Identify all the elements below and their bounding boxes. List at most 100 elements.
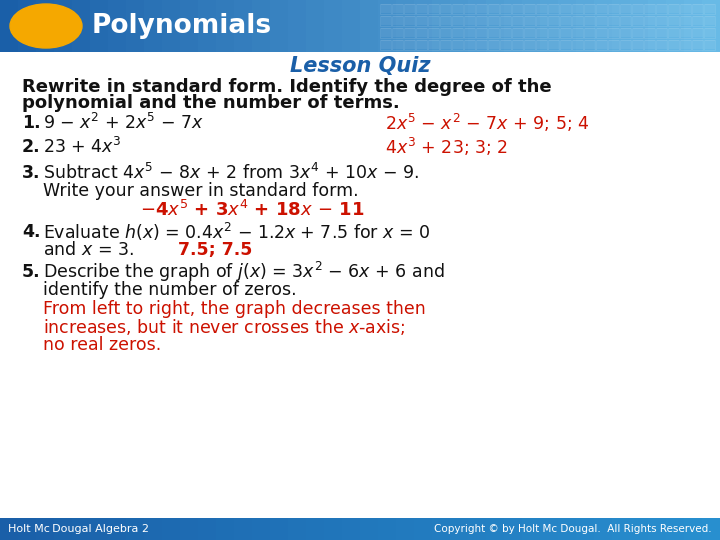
- Bar: [572, 40, 583, 50]
- Bar: [306, 518, 325, 540]
- Bar: [524, 16, 535, 26]
- Bar: [576, 518, 595, 540]
- Bar: [468, 518, 487, 540]
- Bar: [558, 0, 577, 52]
- Bar: [692, 40, 703, 50]
- Bar: [414, 518, 433, 540]
- Bar: [306, 0, 325, 52]
- Bar: [108, 0, 127, 52]
- Bar: [489, 40, 499, 49]
- Bar: [501, 40, 511, 49]
- Bar: [468, 0, 487, 52]
- Bar: [441, 28, 451, 37]
- Bar: [441, 4, 451, 13]
- Text: Write your answer in standard form.: Write your answer in standard form.: [43, 182, 359, 200]
- Bar: [126, 0, 145, 52]
- Bar: [630, 518, 649, 540]
- Bar: [441, 16, 451, 25]
- Bar: [572, 28, 583, 38]
- Text: 23 + 4$x^{3}$: 23 + 4$x^{3}$: [43, 137, 122, 157]
- Bar: [669, 4, 679, 13]
- Bar: [525, 4, 535, 13]
- Bar: [594, 0, 613, 52]
- Bar: [417, 28, 427, 37]
- Bar: [633, 40, 643, 49]
- Bar: [396, 0, 415, 52]
- Bar: [380, 16, 391, 26]
- Bar: [584, 4, 595, 14]
- Bar: [504, 0, 523, 52]
- Bar: [342, 518, 361, 540]
- Bar: [360, 0, 379, 52]
- Bar: [405, 16, 415, 25]
- Bar: [378, 518, 397, 540]
- Text: Describe the graph of $j$($x$) = 3$x^{2}$ $-$ 6$x$ + 6 and: Describe the graph of $j$($x$) = 3$x^{2}…: [43, 260, 444, 284]
- Bar: [702, 518, 720, 540]
- Text: Polynomials: Polynomials: [92, 13, 272, 39]
- Bar: [536, 40, 547, 50]
- Text: 2$x^{5}$ $-$ $x^{2}$ $-$ 7$x$ + 9; 5; 4: 2$x^{5}$ $-$ $x^{2}$ $-$ 7$x$ + 9; 5; 4: [385, 112, 590, 134]
- Bar: [657, 28, 667, 37]
- Bar: [392, 16, 403, 26]
- Bar: [597, 16, 607, 25]
- Bar: [609, 4, 619, 13]
- Bar: [464, 16, 475, 26]
- Bar: [465, 40, 475, 49]
- Bar: [440, 40, 451, 50]
- Bar: [488, 40, 499, 50]
- Bar: [465, 16, 475, 25]
- Bar: [681, 4, 691, 13]
- Bar: [380, 4, 391, 14]
- Bar: [380, 40, 391, 50]
- Text: and $x$ = 3.: and $x$ = 3.: [43, 241, 134, 259]
- Bar: [270, 0, 289, 52]
- Text: Rewrite in standard form. Identify the degree of the: Rewrite in standard form. Identify the d…: [22, 78, 552, 96]
- Bar: [560, 28, 571, 38]
- Bar: [108, 518, 127, 540]
- Bar: [669, 28, 679, 37]
- Bar: [621, 28, 631, 37]
- Bar: [608, 4, 619, 14]
- Bar: [584, 16, 595, 26]
- Bar: [477, 28, 487, 37]
- Text: $-$4$x^{5}$ + 3$x^{4}$ + 18$x$ $-$ 11: $-$4$x^{5}$ + 3$x^{4}$ + 18$x$ $-$ 11: [140, 200, 364, 220]
- Bar: [404, 40, 415, 50]
- Bar: [501, 16, 511, 25]
- Bar: [440, 28, 451, 38]
- Bar: [378, 0, 397, 52]
- Text: 5.: 5.: [22, 263, 40, 281]
- Bar: [536, 28, 547, 38]
- Bar: [704, 4, 715, 14]
- Bar: [561, 16, 571, 25]
- Bar: [536, 16, 547, 26]
- Bar: [429, 40, 439, 49]
- Bar: [693, 16, 703, 25]
- Bar: [608, 28, 619, 38]
- Bar: [144, 518, 163, 540]
- Bar: [476, 28, 487, 38]
- Bar: [414, 0, 433, 52]
- Bar: [668, 4, 679, 14]
- Bar: [524, 28, 535, 38]
- Text: 3.: 3.: [22, 164, 40, 182]
- Bar: [488, 4, 499, 14]
- Text: 9 $-$ $x^{2}$ + 2$x^{5}$ $-$ 7$x$: 9 $-$ $x^{2}$ + 2$x^{5}$ $-$ 7$x$: [43, 113, 204, 133]
- Text: 4.: 4.: [22, 223, 40, 241]
- Bar: [486, 518, 505, 540]
- Bar: [417, 4, 427, 13]
- Bar: [36, 518, 55, 540]
- Text: identify the number of zeros.: identify the number of zeros.: [43, 281, 297, 299]
- Bar: [234, 0, 253, 52]
- Bar: [702, 0, 720, 52]
- Bar: [54, 0, 73, 52]
- Bar: [288, 518, 307, 540]
- Bar: [693, 40, 703, 49]
- Bar: [705, 4, 715, 13]
- Bar: [573, 16, 583, 25]
- Bar: [609, 40, 619, 49]
- Bar: [429, 16, 439, 25]
- Bar: [0, 518, 19, 540]
- Bar: [645, 4, 655, 13]
- Bar: [597, 4, 607, 13]
- Bar: [393, 16, 403, 25]
